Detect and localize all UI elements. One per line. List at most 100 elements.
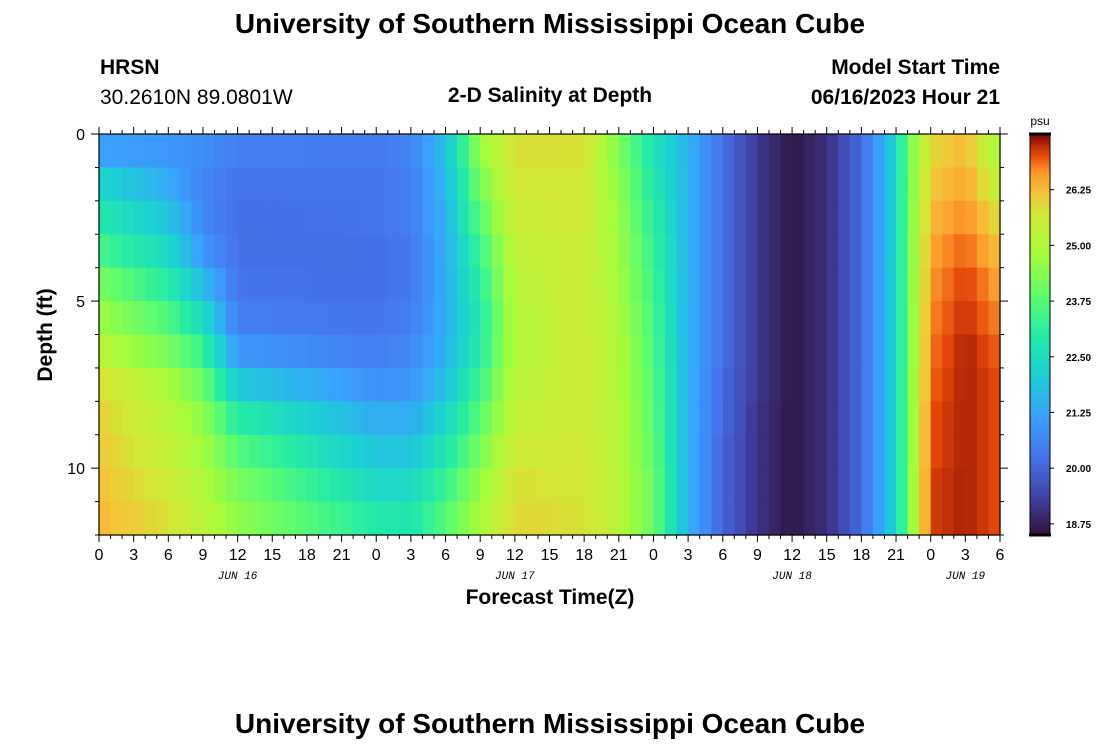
heatmap-cell bbox=[734, 234, 747, 269]
heatmap-cell bbox=[537, 134, 551, 169]
colorbar-unit: psu bbox=[1030, 114, 1049, 128]
heatmap-cell bbox=[734, 468, 747, 503]
heatmap-cell bbox=[318, 267, 331, 302]
heatmap-cell bbox=[295, 434, 308, 469]
heatmap-cell bbox=[491, 167, 504, 202]
heatmap-cell bbox=[468, 267, 481, 302]
heatmap-cell bbox=[745, 401, 759, 436]
heatmap-cell bbox=[179, 334, 193, 369]
heatmap-cell bbox=[283, 301, 296, 336]
heatmap-cell bbox=[884, 334, 897, 369]
heatmap-cell bbox=[953, 167, 966, 202]
heatmap-cell bbox=[676, 501, 689, 536]
heatmap-cell bbox=[676, 401, 689, 436]
heatmap-cell bbox=[722, 401, 735, 436]
heatmap-cell bbox=[133, 367, 146, 402]
heatmap-cell bbox=[942, 501, 955, 536]
heatmap-cell bbox=[191, 401, 204, 436]
heatmap-cell bbox=[722, 134, 735, 169]
heatmap-cell bbox=[214, 301, 227, 336]
heatmap-cell bbox=[838, 401, 851, 436]
heatmap-cell bbox=[214, 367, 227, 402]
heatmap-cell bbox=[618, 367, 631, 402]
heatmap-cell bbox=[872, 267, 886, 302]
heatmap-cell bbox=[457, 134, 470, 169]
heatmap-cell bbox=[387, 401, 400, 436]
heatmap-cell bbox=[584, 334, 597, 369]
heatmap-cell bbox=[688, 468, 701, 503]
heatmap-cell bbox=[514, 301, 527, 336]
heatmap-cell bbox=[861, 367, 874, 402]
heatmap-cell bbox=[364, 234, 377, 269]
heatmap-cell bbox=[780, 434, 793, 469]
heatmap-cell bbox=[676, 468, 689, 503]
heatmap-cell bbox=[399, 301, 412, 336]
heatmap-cell bbox=[630, 334, 643, 369]
heatmap-cell bbox=[179, 200, 193, 235]
heatmap-cell bbox=[445, 468, 458, 503]
heatmap-cell bbox=[572, 301, 585, 336]
heatmap-cell bbox=[133, 468, 146, 503]
heatmap-cell bbox=[699, 200, 712, 235]
heatmap-cell bbox=[768, 401, 782, 436]
heatmap-cell bbox=[353, 200, 366, 235]
heatmap-cell bbox=[226, 167, 239, 202]
heatmap-cell bbox=[861, 468, 874, 503]
heatmap-cell bbox=[272, 134, 285, 169]
heatmap-cell bbox=[965, 301, 978, 336]
heatmap-cell bbox=[491, 301, 504, 336]
heatmap-cell bbox=[387, 200, 400, 235]
heatmap-cell bbox=[872, 468, 886, 503]
heatmap-cell bbox=[260, 401, 273, 436]
heatmap-cell bbox=[549, 167, 562, 202]
heatmap-cell bbox=[376, 267, 389, 302]
heatmap-cell bbox=[526, 434, 539, 469]
heatmap-cell bbox=[514, 434, 527, 469]
heatmap-cell bbox=[387, 367, 400, 402]
heatmap-cell bbox=[445, 234, 458, 269]
heatmap-cell bbox=[226, 468, 239, 503]
heatmap-cell bbox=[988, 134, 1001, 169]
heatmap-cell bbox=[607, 468, 620, 503]
heatmap-cell bbox=[757, 301, 770, 336]
heatmap-cell bbox=[815, 401, 828, 436]
heatmap-cell bbox=[561, 200, 574, 235]
heatmap-cell bbox=[364, 267, 377, 302]
heatmap-cell bbox=[549, 367, 562, 402]
heatmap-cell bbox=[907, 434, 920, 469]
heatmap-cell bbox=[364, 468, 377, 503]
heatmap-cell bbox=[387, 334, 400, 369]
heatmap-cell bbox=[468, 468, 481, 503]
x-tick-label: 0 bbox=[372, 547, 381, 564]
heatmap-cell bbox=[283, 267, 296, 302]
heatmap-cell bbox=[965, 401, 978, 436]
heatmap-cell bbox=[399, 501, 412, 536]
heatmap-cell bbox=[653, 234, 666, 269]
heatmap-cell bbox=[341, 301, 354, 336]
heatmap-cell bbox=[214, 501, 227, 536]
heatmap-cell bbox=[722, 367, 735, 402]
heatmap-cell bbox=[433, 367, 447, 402]
heatmap-cell bbox=[688, 401, 701, 436]
heatmap-cell bbox=[295, 134, 308, 169]
heatmap-cell bbox=[561, 301, 574, 336]
heatmap-cell bbox=[549, 134, 562, 169]
heatmap-cell bbox=[826, 468, 839, 503]
heatmap-cell bbox=[353, 367, 366, 402]
heatmap-cell bbox=[561, 234, 574, 269]
heatmap-cell bbox=[422, 134, 435, 169]
heatmap-cell bbox=[457, 267, 470, 302]
heatmap-cell bbox=[988, 234, 1001, 269]
x-tick-label: 3 bbox=[684, 547, 693, 564]
heatmap-cell bbox=[249, 401, 262, 436]
heatmap-cell bbox=[237, 134, 250, 169]
heatmap-cell bbox=[480, 501, 493, 536]
heatmap-cell bbox=[665, 334, 678, 369]
heatmap-cell bbox=[896, 367, 909, 402]
heatmap-cell bbox=[561, 401, 574, 436]
heatmap-cell bbox=[942, 234, 955, 269]
heatmap-cell bbox=[722, 434, 735, 469]
heatmap-cell bbox=[630, 134, 643, 169]
heatmap-cell bbox=[468, 301, 481, 336]
heatmap-cell bbox=[884, 267, 897, 302]
